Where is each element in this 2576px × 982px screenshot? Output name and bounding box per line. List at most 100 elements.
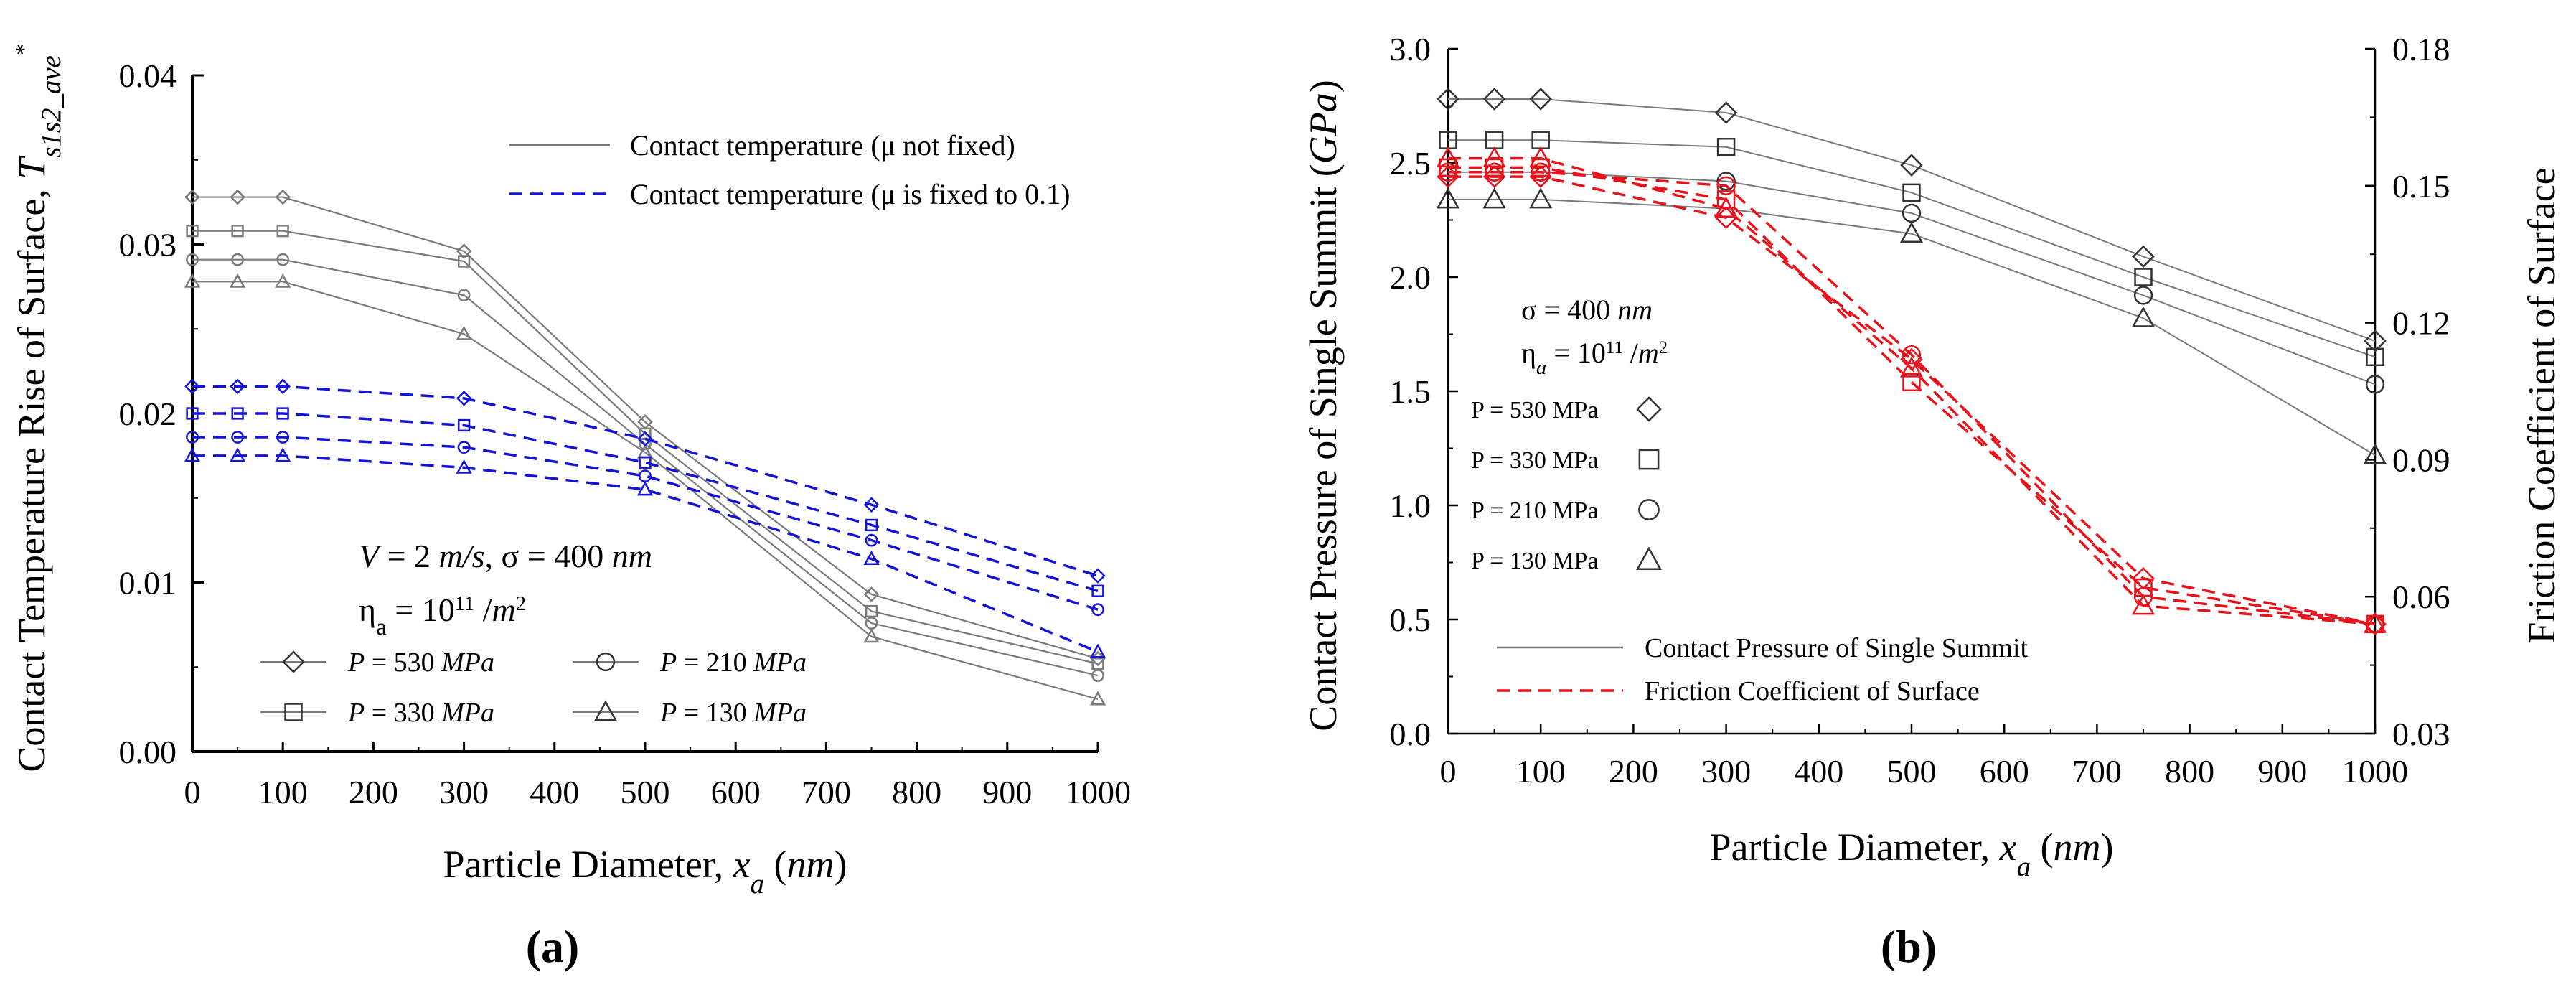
data-point: [456, 459, 472, 474]
data-point: [275, 273, 291, 288]
panel-b-chart: 0 100 200 300 400 500 600 700 800 900 1000 0.0 0.5 1.…: [1302, 31, 2563, 972]
data-point: [184, 189, 200, 205]
data-point: [1900, 154, 1923, 177]
data-point: [456, 243, 472, 259]
data-point: [1436, 146, 1460, 168]
data-point: [1529, 187, 1553, 209]
data-point: [230, 189, 245, 205]
legend-marker-label: P = 130 MPa: [1471, 548, 1599, 574]
data-point: [1899, 356, 1924, 378]
data-point: [2365, 375, 2385, 394]
series-line: [192, 230, 1099, 665]
data-point: [1529, 146, 1553, 168]
series-line: [192, 454, 1099, 653]
data-point: [2363, 443, 2387, 464]
x-tick-label: 900: [2257, 753, 2307, 790]
y-tick-label: 0.03: [119, 227, 177, 263]
series-line: [1448, 98, 2376, 342]
data-point: [276, 407, 289, 420]
y2-tick-label: 0.15: [2392, 168, 2450, 205]
y-tick-label: 0.0: [1390, 716, 1432, 752]
y-axis-label: Contact Pressure of Single Summit (GPa): [1302, 80, 1345, 731]
data-point: [2364, 329, 2387, 352]
data-point: [639, 437, 652, 451]
data-point: [1089, 691, 1106, 706]
series-line: [192, 196, 1099, 660]
x-tick-label: 1000: [1065, 774, 1131, 810]
x-tick-label: 0: [184, 774, 201, 810]
data-point: [457, 418, 471, 432]
series-line: [1448, 139, 2376, 358]
y2-tick-label: 0.12: [2392, 305, 2450, 342]
y-tick-label: 2.5: [1390, 145, 1432, 182]
data-point: [231, 225, 244, 238]
x-tick-label: 0: [1440, 753, 1457, 790]
data-point: [865, 604, 878, 618]
data-point: [2131, 594, 2156, 615]
data-point: [1482, 146, 1506, 168]
legend-line-label: Contact temperature (μ not fixed): [630, 129, 1015, 162]
x-tick-label: 500: [1887, 753, 1937, 790]
legend-marker: [596, 652, 616, 672]
y-tick-label: 0.01: [119, 565, 177, 602]
data-point: [184, 273, 201, 288]
data-point: [276, 431, 290, 444]
x-axis-label: Particle Diameter, xa (nm): [443, 843, 847, 899]
legend-marker: [282, 650, 305, 673]
legend-marker-label: P = 330 MPa: [347, 698, 494, 728]
y-tick-label: 0.5: [1390, 602, 1432, 638]
data-point: [863, 586, 880, 602]
series-line: [1448, 156, 2376, 626]
data-point: [231, 407, 244, 420]
data-point: [457, 289, 471, 302]
data-point: [276, 225, 289, 238]
legend-marker-label: P = 530 MPa: [347, 647, 494, 678]
data-point: [1531, 162, 1551, 182]
data-point: [230, 378, 245, 395]
data-point: [1091, 603, 1104, 617]
data-point: [186, 253, 199, 266]
panel-label: (a): [526, 921, 580, 972]
data-point: [1714, 197, 1738, 218]
x-tick-label: 600: [711, 774, 761, 810]
data-point: [457, 441, 471, 454]
x-tick-label: 700: [2072, 753, 2122, 790]
legend-marker-label: P = 130 MPa: [659, 698, 807, 728]
data-point: [865, 533, 878, 547]
x-tick-label: 900: [982, 774, 1032, 810]
annotation: V = 2 m/s, σ = 400 nm: [359, 538, 652, 574]
legend-marker-label: P = 530 MPa: [1471, 397, 1599, 424]
data-point: [456, 325, 472, 340]
x-tick-label: 500: [621, 774, 670, 810]
data-point: [229, 273, 246, 288]
series-line: [192, 385, 1099, 577]
series-line: [192, 412, 1099, 592]
y-tick-label: 0.00: [119, 734, 177, 770]
y-axis-label: Contact Temperature Rise of Surface, Ts1…: [10, 43, 67, 772]
data-point: [2131, 306, 2156, 327]
data-point: [1091, 584, 1104, 597]
data-point: [456, 391, 472, 406]
legend-marker: [1638, 449, 1660, 470]
series-line: [192, 258, 1099, 677]
data-point: [865, 518, 878, 532]
x-tick-label: 300: [439, 774, 489, 810]
y2-tick-label: 0.03: [2392, 716, 2450, 752]
data-point: [229, 447, 246, 462]
x-tick-label: 300: [1701, 753, 1751, 790]
data-point: [2366, 347, 2384, 367]
data-point: [1436, 187, 1460, 209]
x-tick-label: 400: [1794, 753, 1843, 790]
data-point: [636, 481, 654, 496]
data-point: [1438, 162, 1458, 182]
data-point: [637, 431, 653, 447]
data-point: [1902, 183, 1921, 202]
data-point: [863, 628, 880, 643]
x-tick-label: 800: [892, 774, 941, 810]
legend-marker-label: P = 210 MPa: [1471, 497, 1599, 524]
data-point: [1716, 176, 1736, 195]
x-tick-label: 600: [1980, 753, 2029, 790]
x-tick-label: 100: [258, 774, 308, 810]
legend-marker: [1636, 396, 1662, 422]
